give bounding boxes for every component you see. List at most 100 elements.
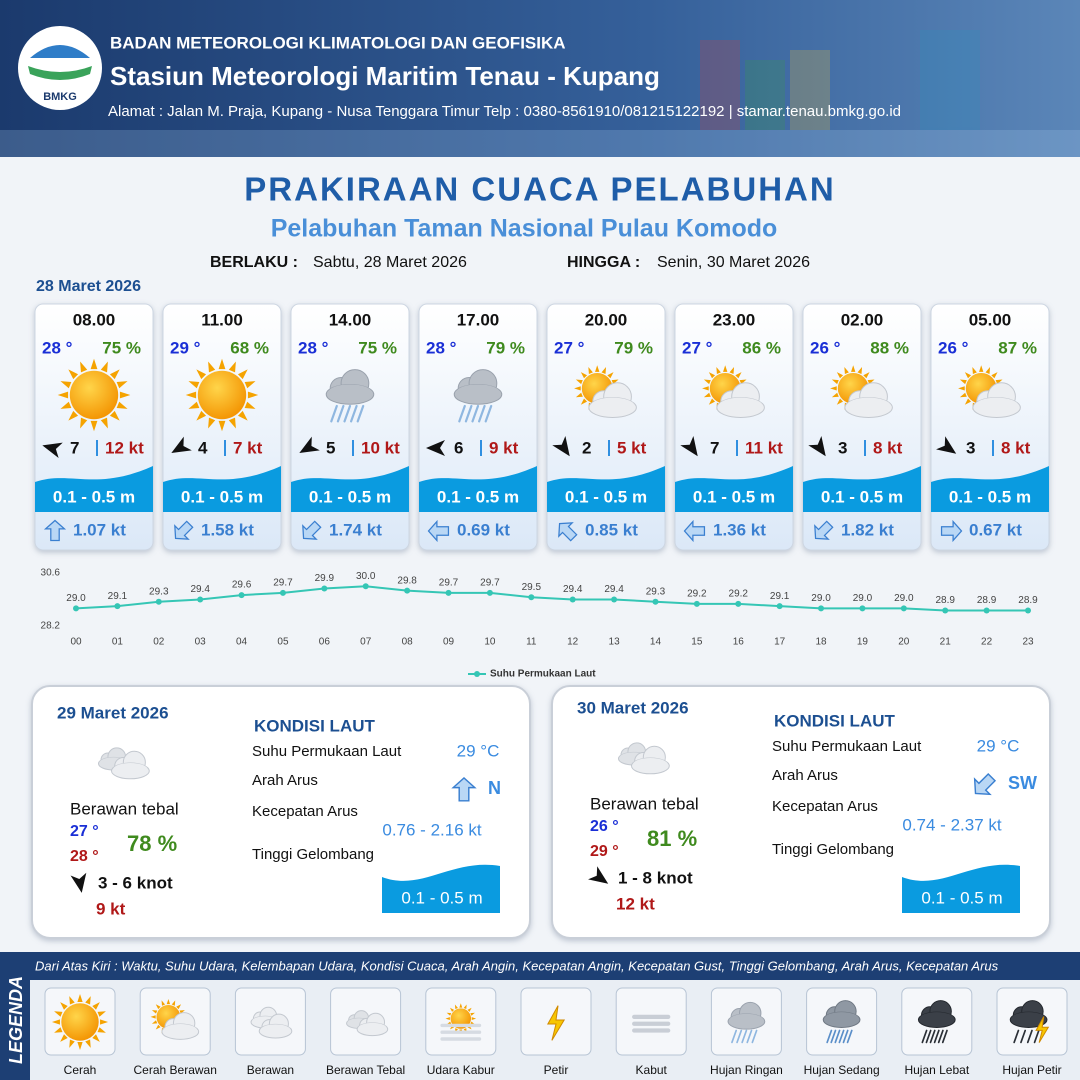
sun-ray — [54, 1027, 63, 1033]
cloud-icon — [844, 382, 893, 418]
rain-streak — [826, 1029, 833, 1044]
wind-speed: 4 — [198, 438, 208, 457]
sst-point — [445, 589, 452, 596]
current-arrow — [43, 519, 67, 542]
sst-point — [900, 605, 907, 612]
cloud-icon — [917, 1000, 956, 1028]
data-label: 29.0 — [811, 593, 831, 604]
wave-height: 0.1 - 0.5 m — [693, 487, 775, 506]
sun-ray — [735, 372, 742, 379]
x-tick-label: 11 — [526, 637, 537, 648]
wave-value: 0.1 - 0.5 m — [401, 888, 482, 907]
agency-name: BADAN METEOROLOGI KLIMATOLOGI DAN GEOFIS… — [110, 33, 566, 52]
legend-title: LEGENDA — [6, 976, 26, 1064]
cloud-part — [729, 1013, 764, 1027]
time: 11.00 — [201, 310, 243, 329]
station-name: Stasiun Meteorologi Maritim Tenau - Kupa… — [110, 61, 660, 91]
sun-ray — [176, 1004, 182, 1010]
legend-marker — [474, 671, 480, 677]
sun-ray — [851, 365, 856, 372]
rain-streak — [350, 404, 358, 423]
cloud-icon — [716, 382, 765, 418]
current-arrow — [940, 519, 963, 543]
x-tick-label: 13 — [609, 637, 621, 648]
x-tick-label: 00 — [70, 637, 82, 648]
wind-arrow — [808, 436, 826, 457]
header-decor — [0, 30, 1080, 157]
gust: 11 kt — [745, 438, 783, 457]
sun-ray — [716, 367, 721, 374]
separator — [736, 440, 738, 456]
data-label: 29.7 — [439, 578, 459, 589]
sun-ray — [85, 996, 91, 1005]
sun-ray — [601, 367, 607, 374]
header-band — [0, 0, 1080, 157]
sun-ray — [151, 1010, 158, 1014]
sun-ray — [228, 361, 236, 373]
sun-ray — [979, 365, 984, 372]
sun-ray — [467, 1007, 472, 1012]
wind-speed: 3 — [966, 438, 975, 457]
sun-ray — [588, 367, 593, 374]
sun-ray — [607, 372, 614, 379]
sst-point — [362, 583, 369, 590]
day-box — [551, 685, 1051, 939]
wave-shape — [931, 466, 1049, 512]
sun-ray — [69, 996, 75, 1005]
wind-arrow — [70, 872, 87, 893]
cloud-part — [358, 1022, 387, 1034]
sun-disc — [450, 1008, 471, 1029]
time: 02.00 — [841, 310, 884, 329]
x-tick-label: 01 — [112, 637, 124, 648]
wind-arrow — [552, 436, 570, 457]
sst-point — [611, 596, 618, 603]
wind-arrow — [171, 436, 192, 453]
gust: 8 kt — [873, 438, 903, 457]
x-tick-label: 21 — [940, 637, 952, 648]
data-label: 29.2 — [729, 589, 749, 600]
air-temp: 27 ° — [554, 338, 585, 357]
sun-ray — [171, 1000, 176, 1006]
sun-disc — [197, 370, 247, 420]
x-tick-label: 07 — [360, 637, 372, 648]
logo-mark — [28, 66, 92, 80]
current-speed: 1.07 kt — [73, 520, 126, 539]
cloud-icon — [356, 1012, 389, 1037]
sun-ray — [100, 1019, 109, 1025]
current-speed: 1.36 kt — [713, 520, 766, 539]
x-tick-label: 08 — [402, 637, 414, 648]
wave-height: 0.1 - 0.5 m — [309, 487, 391, 506]
sst-line — [75, 585, 1028, 612]
cloud-icon — [258, 1013, 293, 1039]
sun-ray — [100, 417, 108, 429]
separator — [96, 440, 98, 456]
wind-speed: 2 — [582, 438, 591, 457]
data-label: 29.7 — [273, 578, 293, 589]
sun-ray — [218, 420, 226, 432]
day-date: 29 Maret 2026 — [57, 703, 169, 722]
air-temp: 26 ° — [810, 338, 841, 357]
sun-ray — [463, 1004, 467, 1010]
speed-label: Kecepatan Arus — [252, 803, 358, 820]
legend-item: Hujan Sedang — [804, 1063, 880, 1077]
data-label: 29.1 — [770, 591, 790, 602]
sun-ray — [60, 381, 72, 389]
wave-label: Tinggi Gelombang — [252, 846, 374, 863]
speed-value: 0.76 - 2.16 kt — [382, 820, 482, 839]
wave-height: 0.1 - 0.5 m — [437, 487, 519, 506]
sun-ray — [244, 381, 256, 389]
sun-ray — [708, 372, 716, 379]
wind-range: 3 - 6 knot — [98, 873, 173, 892]
humidity: 75 % — [102, 338, 141, 357]
x-tick-label: 03 — [195, 637, 207, 648]
rain-streak — [834, 1029, 841, 1044]
sun-ray — [703, 379, 711, 385]
rain-streak — [458, 404, 466, 423]
wave-height: 0.1 - 0.5 m — [53, 487, 135, 506]
cloud-part — [1011, 1012, 1046, 1025]
rain-streak — [471, 404, 480, 423]
legend-topbar — [0, 952, 1080, 980]
x-tick-label: 20 — [898, 637, 910, 648]
lightning-icon — [546, 1005, 566, 1041]
